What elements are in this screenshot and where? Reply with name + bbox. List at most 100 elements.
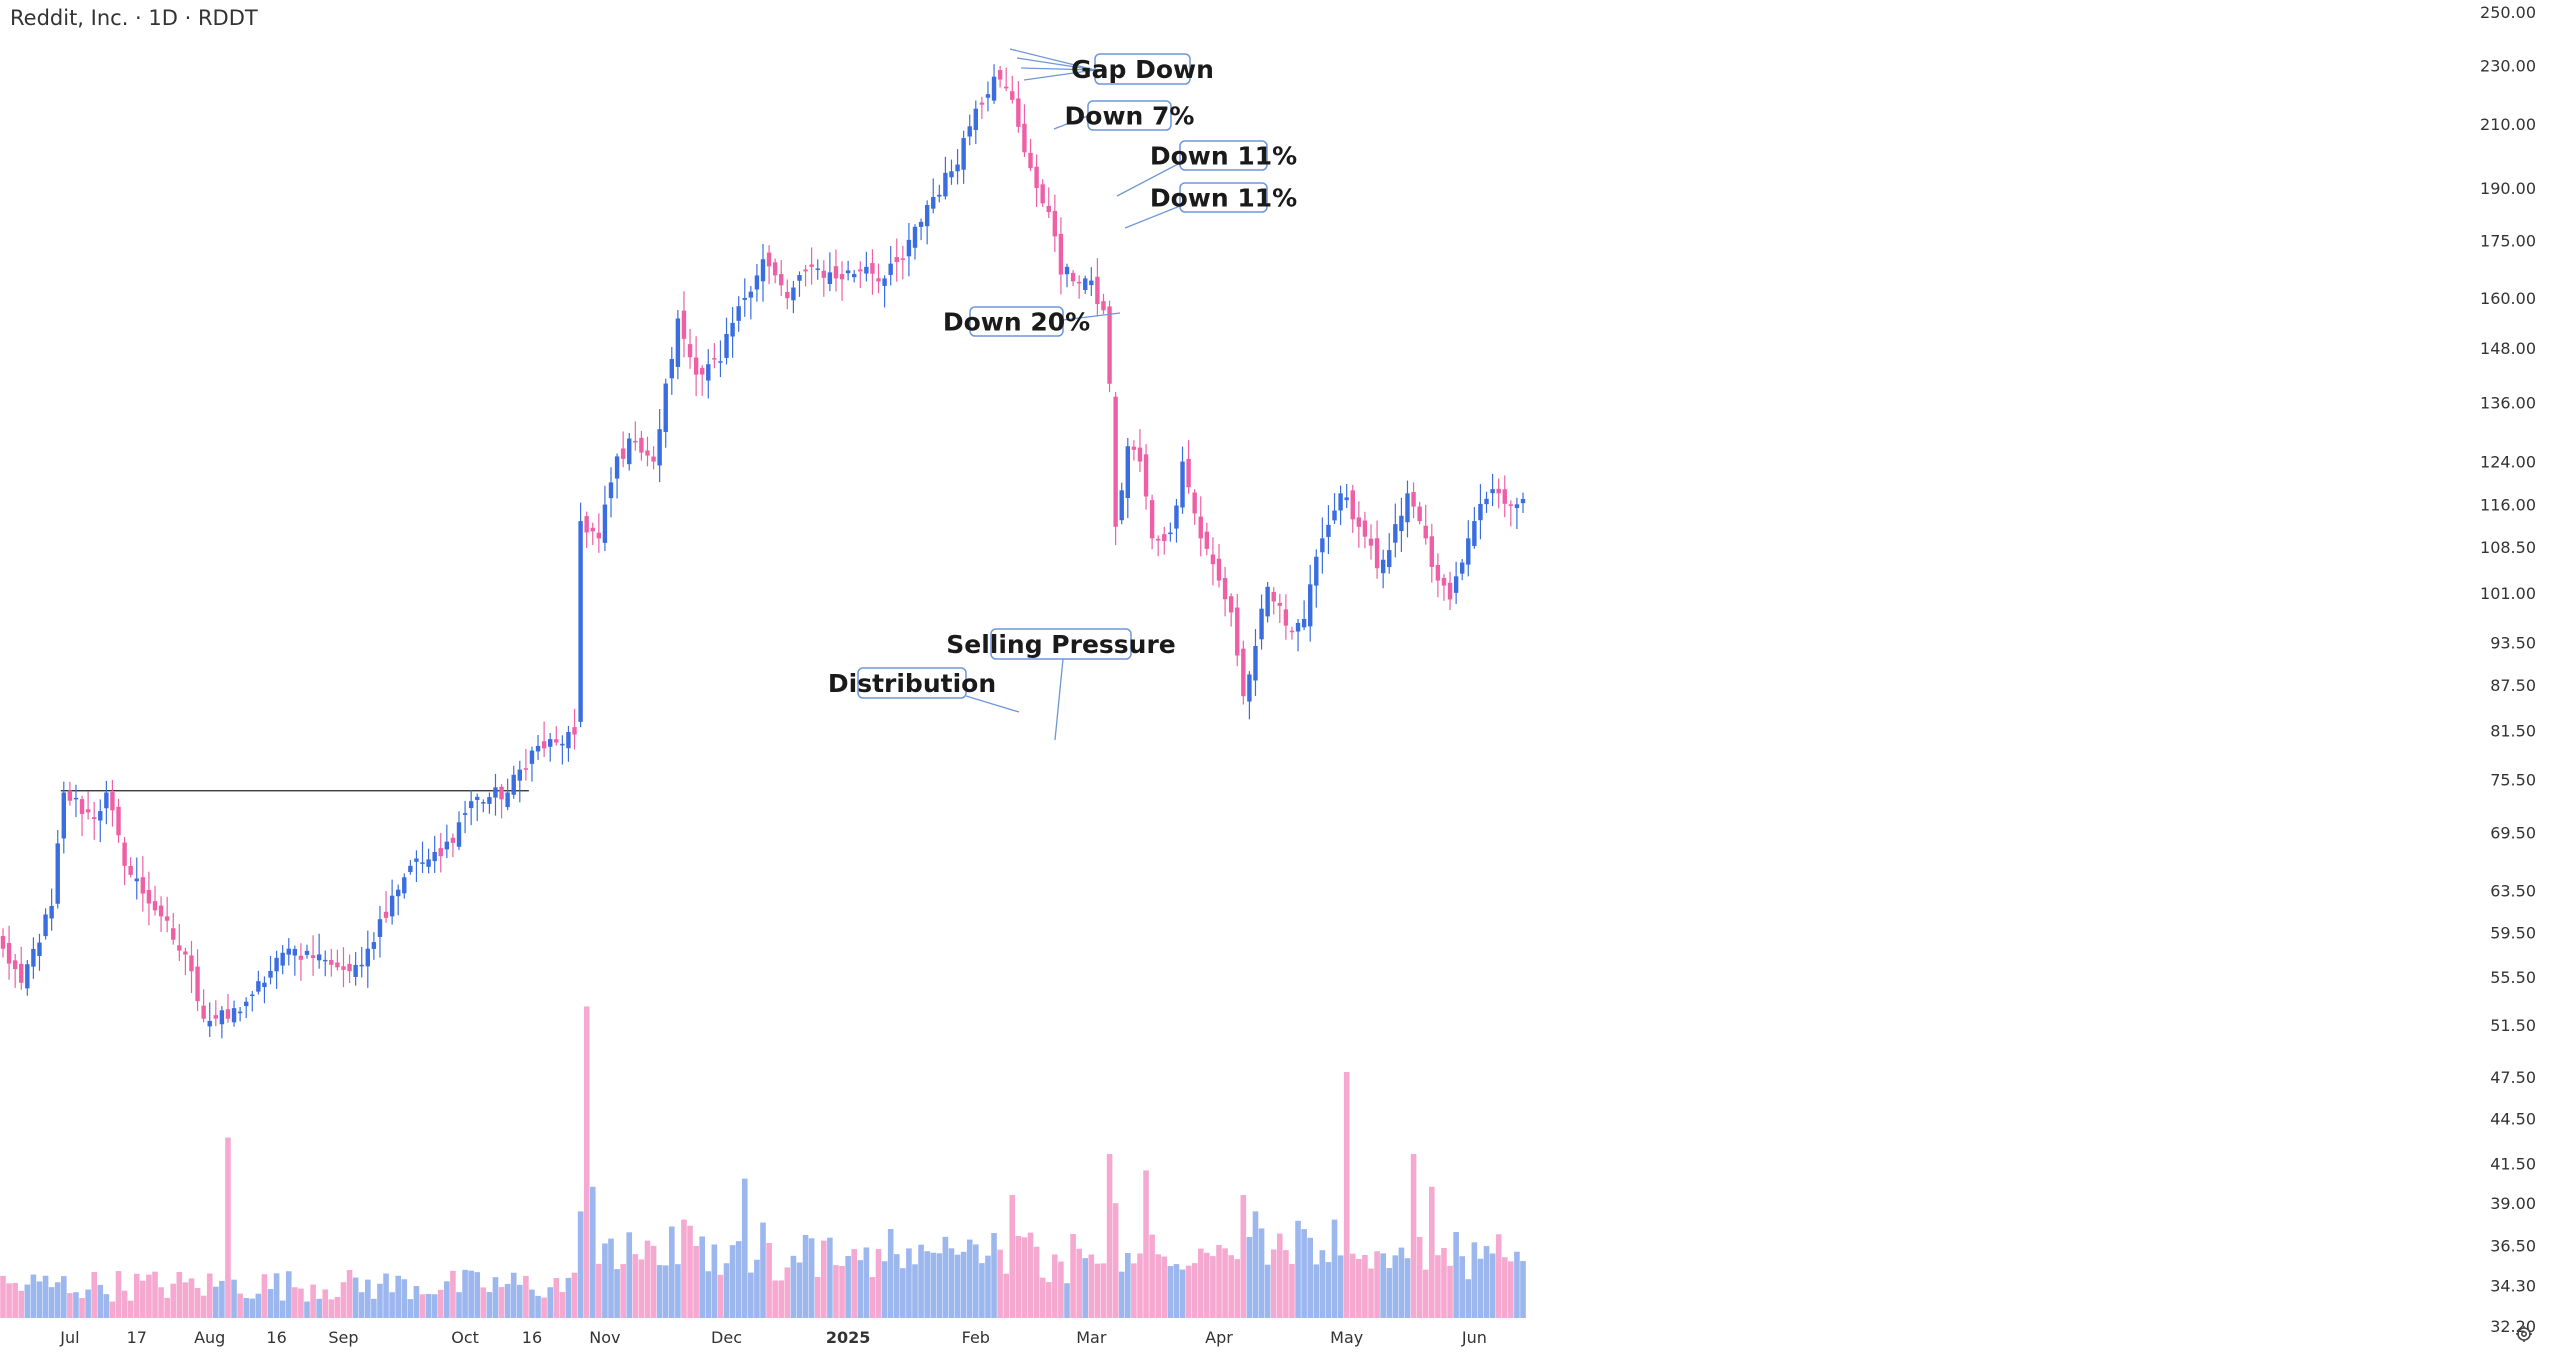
candle-body[interactable] (298, 955, 304, 960)
candle-body[interactable] (657, 429, 662, 466)
candle-body[interactable] (304, 950, 310, 955)
candle-body[interactable] (639, 437, 644, 453)
candle-body[interactable] (1253, 645, 1258, 681)
candle-body[interactable] (541, 741, 547, 749)
candle-body[interactable] (19, 963, 24, 983)
candle-body[interactable] (1320, 538, 1325, 553)
candle-body[interactable] (1113, 396, 1118, 527)
candle-body[interactable] (383, 911, 389, 918)
candle-body[interactable] (1295, 622, 1301, 632)
candle-body[interactable] (12, 960, 18, 970)
candle-body[interactable] (353, 964, 358, 977)
candle-body[interactable] (1472, 521, 1477, 546)
candle-body[interactable] (517, 769, 522, 781)
candle-body[interactable] (894, 257, 899, 263)
candle-body[interactable] (1435, 565, 1441, 581)
candle-body[interactable] (1131, 446, 1137, 450)
candle-body[interactable] (256, 981, 261, 992)
candle-body[interactable] (1326, 524, 1331, 537)
candle-body[interactable] (1460, 562, 1465, 574)
candle-body[interactable] (1241, 648, 1246, 697)
candle-body[interactable] (1399, 515, 1404, 532)
candle-body[interactable] (760, 259, 766, 282)
candle-body[interactable] (274, 957, 279, 972)
candle-body[interactable] (1174, 505, 1179, 529)
candle-body[interactable] (596, 532, 602, 539)
candle-body[interactable] (1149, 500, 1155, 539)
candle-body[interactable] (1387, 550, 1392, 568)
candle-body[interactable] (548, 739, 553, 747)
candle-body[interactable] (98, 811, 103, 821)
candle-body[interactable] (110, 792, 115, 811)
candle-body[interactable] (985, 94, 991, 98)
candle-body[interactable] (335, 962, 340, 968)
candle-body[interactable] (371, 942, 377, 949)
candle-body[interactable] (730, 322, 735, 337)
candle-body[interactable] (918, 221, 924, 227)
candle-body[interactable] (1210, 554, 1216, 565)
candle-body[interactable] (158, 905, 164, 917)
candle-body[interactable] (1466, 538, 1471, 565)
candle-body[interactable] (1271, 591, 1276, 602)
candle-body[interactable] (736, 306, 741, 321)
candle-body[interactable] (1010, 91, 1015, 100)
candle-body[interactable] (1156, 538, 1161, 541)
candle-body[interactable] (49, 905, 54, 919)
candle-body[interactable] (700, 367, 705, 375)
candle-body[interactable] (882, 278, 887, 286)
candle-body[interactable] (1283, 609, 1289, 626)
candle-body[interactable] (961, 138, 966, 170)
candle-body[interactable] (1064, 266, 1070, 275)
candle-body[interactable] (189, 955, 194, 972)
candle-body[interactable] (1247, 674, 1252, 702)
candle-body[interactable] (949, 171, 954, 178)
candle-body[interactable] (389, 895, 395, 917)
candle-body[interactable] (237, 1011, 243, 1014)
candle-body[interactable] (1332, 510, 1337, 521)
candle-body[interactable] (833, 266, 839, 279)
candle-body[interactable] (286, 948, 291, 955)
candle-body[interactable] (1089, 280, 1094, 286)
candle-body[interactable] (396, 889, 401, 897)
candle-body[interactable] (1411, 492, 1416, 507)
candle-body[interactable] (1301, 618, 1307, 628)
candle-body[interactable] (0, 936, 6, 949)
candle-body[interactable] (262, 982, 267, 988)
candle-body[interactable] (858, 269, 863, 272)
annotation-box[interactable] (857, 667, 967, 699)
candle-body[interactable] (244, 1001, 249, 1007)
candle-body[interactable] (645, 450, 650, 456)
candle-body[interactable] (1502, 489, 1507, 504)
candle-body[interactable] (25, 964, 30, 989)
candle-body[interactable] (316, 954, 322, 961)
candle-body[interactable] (1222, 577, 1228, 600)
candle-body[interactable] (152, 901, 158, 911)
candle-body[interactable] (1052, 210, 1058, 237)
candle-body[interactable] (535, 745, 541, 752)
candle-body[interactable] (1393, 524, 1398, 543)
candle-body[interactable] (122, 842, 127, 866)
candle-body[interactable] (1314, 556, 1319, 586)
candle-body[interactable] (766, 252, 772, 267)
candle-body[interactable] (845, 270, 851, 274)
candle-body[interactable] (177, 945, 182, 951)
candle-body[interactable] (1168, 532, 1173, 535)
candle-body[interactable] (1016, 98, 1021, 127)
candle-body[interactable] (1259, 608, 1264, 640)
candle-body[interactable] (1265, 586, 1270, 617)
candle-body[interactable] (779, 274, 784, 286)
candle-body[interactable] (1028, 152, 1033, 169)
candle-body[interactable] (620, 448, 626, 459)
candle-body[interactable] (377, 919, 383, 937)
candle-body[interactable] (675, 318, 681, 367)
candle-body[interactable] (1125, 446, 1130, 499)
candle-body[interactable] (402, 877, 407, 894)
candle-body[interactable] (438, 848, 443, 857)
candle-body[interactable] (1083, 278, 1088, 290)
candle-body[interactable] (481, 802, 486, 804)
candle-body[interactable] (852, 274, 857, 278)
candle-body[interactable] (633, 440, 638, 443)
candle-body[interactable] (651, 456, 656, 462)
candle-body[interactable] (116, 806, 121, 836)
